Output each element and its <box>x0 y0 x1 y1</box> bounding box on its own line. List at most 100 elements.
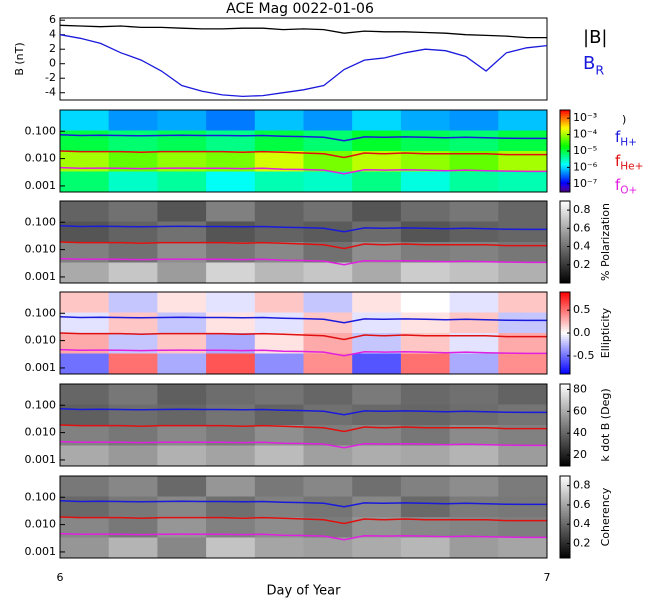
heat-cell <box>303 262 353 284</box>
colorbar-tick-label: 20 <box>573 448 587 461</box>
frequency-line <box>60 499 547 508</box>
heat-cell <box>108 476 158 497</box>
colorbar-step <box>560 148 570 152</box>
colorbar-step <box>560 431 570 434</box>
heat-cell <box>352 333 402 354</box>
colorbar-step <box>560 300 570 303</box>
colorbar-label: Coherency <box>599 487 612 546</box>
heat-cell <box>303 110 353 131</box>
colorbar-step <box>560 510 570 514</box>
heat-cell <box>254 110 304 131</box>
heat-cell <box>206 404 256 426</box>
heat-cell <box>400 262 451 284</box>
y-tick-label: 0.001 <box>25 361 57 374</box>
colorbar-step <box>560 258 570 261</box>
colorbar-tick-label: 10⁻⁷ <box>573 177 597 190</box>
heat-cell <box>254 384 304 405</box>
heat-cell <box>352 110 402 131</box>
colorbar-step <box>560 151 570 154</box>
heat-cell <box>352 151 402 172</box>
colorbar-frame <box>559 200 571 284</box>
heat-cell <box>108 425 158 446</box>
heat-cell <box>60 404 110 426</box>
heat-cell <box>400 292 451 313</box>
colorbar-step <box>560 242 570 245</box>
colorbar-step <box>560 521 570 524</box>
y-tick-label: 0.010 <box>25 152 57 165</box>
heat-cell <box>60 242 110 263</box>
colorbar-step <box>560 420 570 424</box>
colorbar-step <box>560 136 570 140</box>
colorbar-step <box>560 237 570 241</box>
colorbar-step <box>560 506 570 510</box>
heat-cell <box>108 292 158 313</box>
colorbar-step <box>560 363 570 367</box>
colorbar-step <box>560 410 570 414</box>
heat-cell <box>352 242 402 263</box>
heat-cell <box>303 292 353 313</box>
colorbar-label: Ellipticity <box>599 307 612 358</box>
heat-cell <box>254 130 304 152</box>
heat-cell <box>108 262 158 284</box>
heat-cell <box>498 171 548 193</box>
colorbar-step <box>560 553 570 557</box>
colorbar-step <box>560 189 570 193</box>
heat-cell <box>60 110 110 131</box>
heat-cell <box>254 496 304 518</box>
y-tick-label: 0.100 <box>25 398 57 411</box>
heat-cell <box>206 476 256 497</box>
y-tick-label: 2 <box>49 42 56 55</box>
heat-cell <box>108 445 158 467</box>
heat-cell <box>352 537 402 559</box>
y-tick-label: 4 <box>49 28 56 41</box>
colorbar-step <box>560 345 570 348</box>
heat-cell <box>352 496 402 518</box>
heat-cell <box>498 242 548 263</box>
colorbar-tick-label: 0.6 <box>573 221 591 234</box>
heat-cell <box>400 221 451 243</box>
heat-cell <box>400 425 451 446</box>
heat-cell <box>206 312 256 334</box>
heat-cell <box>352 384 402 405</box>
colorbar-step <box>560 519 570 522</box>
colorbar-step <box>560 211 570 214</box>
colorbar-label: ) <box>622 113 626 126</box>
heat-cell <box>449 496 499 518</box>
heat-cell <box>449 476 499 497</box>
colorbar-tick-label: 0.2 <box>573 258 591 271</box>
heat-cell <box>60 384 110 405</box>
heat-cell <box>157 425 207 446</box>
colorbar-step <box>560 217 570 220</box>
y-tick-label: 0 <box>49 57 56 70</box>
heat-cell <box>254 404 304 426</box>
colorbar-step <box>560 110 570 113</box>
colorbar-step <box>560 239 570 243</box>
colorbar-step <box>560 339 570 342</box>
heat-cell <box>60 171 110 193</box>
heat-cell <box>449 292 499 313</box>
heat-cell <box>449 242 499 263</box>
colorbar-tick-label: 10⁻³ <box>573 111 597 124</box>
colorbar-step <box>560 414 570 418</box>
colorbar-step <box>560 531 570 534</box>
colorbar-step <box>560 134 570 138</box>
colorbar-step <box>560 266 570 270</box>
colorbar-step <box>560 264 570 268</box>
heat-cell <box>498 425 548 446</box>
heat-cell <box>206 425 256 446</box>
heat-cell <box>254 445 304 467</box>
y-tick-label: -4 <box>45 86 56 99</box>
heat-cell <box>157 262 207 284</box>
colorbar-step <box>560 201 570 204</box>
heat-cell <box>400 384 451 405</box>
colorbar-step <box>560 246 570 249</box>
plot-frame <box>59 109 548 193</box>
colorbar-step <box>560 545 570 549</box>
y-tick-label: 0.010 <box>25 243 57 256</box>
heat-cell <box>108 384 158 405</box>
x-tick-label: 6 <box>57 571 64 584</box>
colorbar-step <box>560 535 570 538</box>
colorbar-step <box>560 355 570 359</box>
heat-cell <box>303 201 353 222</box>
colorbar-step <box>560 227 570 231</box>
